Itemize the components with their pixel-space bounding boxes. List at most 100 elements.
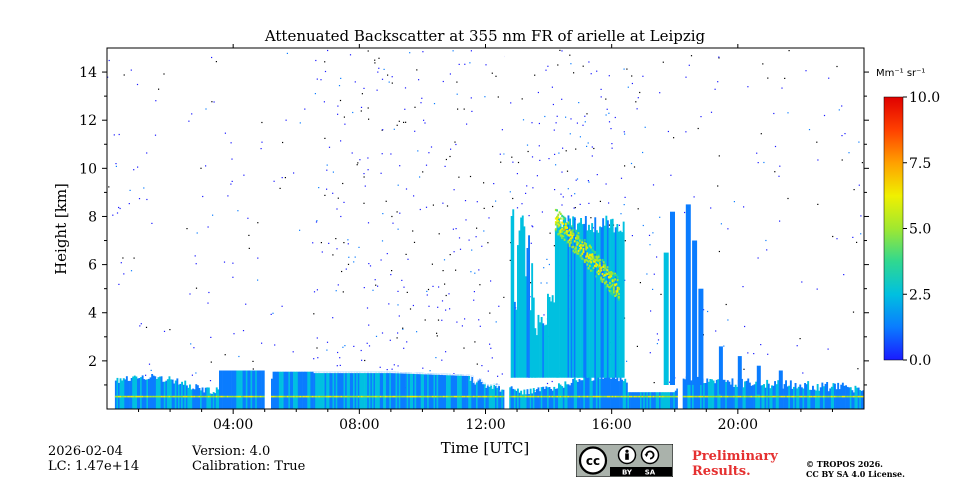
aerosol-layer-cell [692,395,694,398]
noise-speck [662,61,664,63]
cirrus-cell [616,296,619,299]
boundary-layer-cell [654,392,657,409]
aerosol-layer-cell [223,395,226,398]
noise-speck [339,357,341,359]
noise-speck [763,161,765,164]
boundary-layer-cell [174,380,177,409]
noise-speck [344,123,346,125]
cirrus-cell [615,290,618,293]
aerosol-layer-cell [135,395,138,398]
aerosol-layer-cell [532,395,535,398]
boundary-layer-cell [627,392,630,409]
aerosol-layer-cell [599,395,601,398]
layer-top-cell [488,385,491,387]
noise-speck [442,270,444,272]
layer-top-cell [444,373,447,376]
noise-speck [631,82,633,85]
cirrus-cell [596,263,599,267]
boundary-layer-cell [581,380,584,409]
preliminary-line-2: Results. [692,464,751,479]
layer-top-cell [378,371,381,374]
boundary-layer-cell [130,378,133,409]
noise-speck [438,286,440,288]
noise-speck [608,202,610,204]
deep-layer-cell [570,226,573,378]
cirrus-cell [577,252,580,255]
aerosol-layer-cell [729,395,732,398]
aerosol-layer-cell [763,395,765,398]
noise-speck [649,244,651,246]
aerosol-layer-cell [133,395,136,398]
noise-speck [339,99,342,102]
noise-speck [474,272,476,274]
noise-speck [608,112,610,114]
boundary-layer-cell [308,371,311,409]
aerosol-layer-cell [260,395,262,398]
noise-speck [398,315,400,317]
boundary-layer-cell [239,370,242,409]
noise-speck [409,52,411,54]
noise-speck [464,318,466,320]
boundary-layer-cell [647,392,650,409]
noise-speck [660,293,662,295]
cirrus-cell [576,236,579,239]
noise-speck [413,195,415,197]
boundary-layer-cell [685,376,688,409]
noise-speck [388,303,390,305]
aerosol-layer-cell [725,395,728,398]
aerosol-layer-cell [228,395,231,398]
aerosol-layer-cell [392,395,395,398]
boundary-layer-cell [245,370,248,409]
boundary-layer-cell [629,392,631,409]
noise-speck [633,166,636,168]
noise-speck [432,204,434,206]
boundary-layer-cell [657,392,660,409]
evening-column [692,240,698,385]
aerosol-layer-cell [610,395,612,398]
noise-speck [528,215,530,217]
noise-speck [122,257,124,259]
cirrus-cell [591,249,594,252]
cirrus-cell [562,215,565,218]
boundary-layer-cell [782,388,784,409]
noise-speck [532,187,534,189]
aerosol-layer-cell [226,395,229,398]
aerosol-layer-cell [625,395,628,398]
noise-speck [188,120,190,122]
aerosol-layer-cell [524,395,527,398]
aerosol-layer-cell [461,395,464,398]
noise-speck [753,353,755,355]
noise-speck [688,64,690,66]
aerosol-layer-cell [436,395,439,398]
aerosol-layer-cell [222,395,224,398]
layer-top-cell [343,371,346,374]
aerosol-layer-cell [597,395,600,398]
noise-speck [348,256,350,258]
aerosol-layer-cell [827,395,830,398]
cirrus-cell [618,296,620,299]
noise-speck [190,343,192,345]
cc-icon: cc [586,454,600,468]
noise-speck [569,133,571,135]
noise-speck [587,180,589,182]
aerosol-layer-cell [405,395,407,398]
aerosol-layer-cell [446,395,448,398]
noise-speck [551,86,553,88]
noise-speck [155,100,157,102]
noise-speck [630,162,633,165]
noise-speck [487,370,489,372]
aerosol-layer-cell [176,395,179,398]
noise-speck [774,145,777,148]
boundary-layer-cell [480,380,483,409]
noise-speck [575,148,577,150]
aerosol-layer-cell [122,395,125,398]
boundary-layer-cell [829,388,832,409]
layer-top-cell [419,372,422,375]
aerosol-layer-cell [146,395,149,398]
boundary-layer-cell [701,378,704,409]
layer-top-cell [368,371,371,374]
cirrus-cell [571,229,574,232]
cirrus-cell [563,238,566,241]
noise-speck [490,280,492,282]
cirrus-cell [614,272,616,275]
